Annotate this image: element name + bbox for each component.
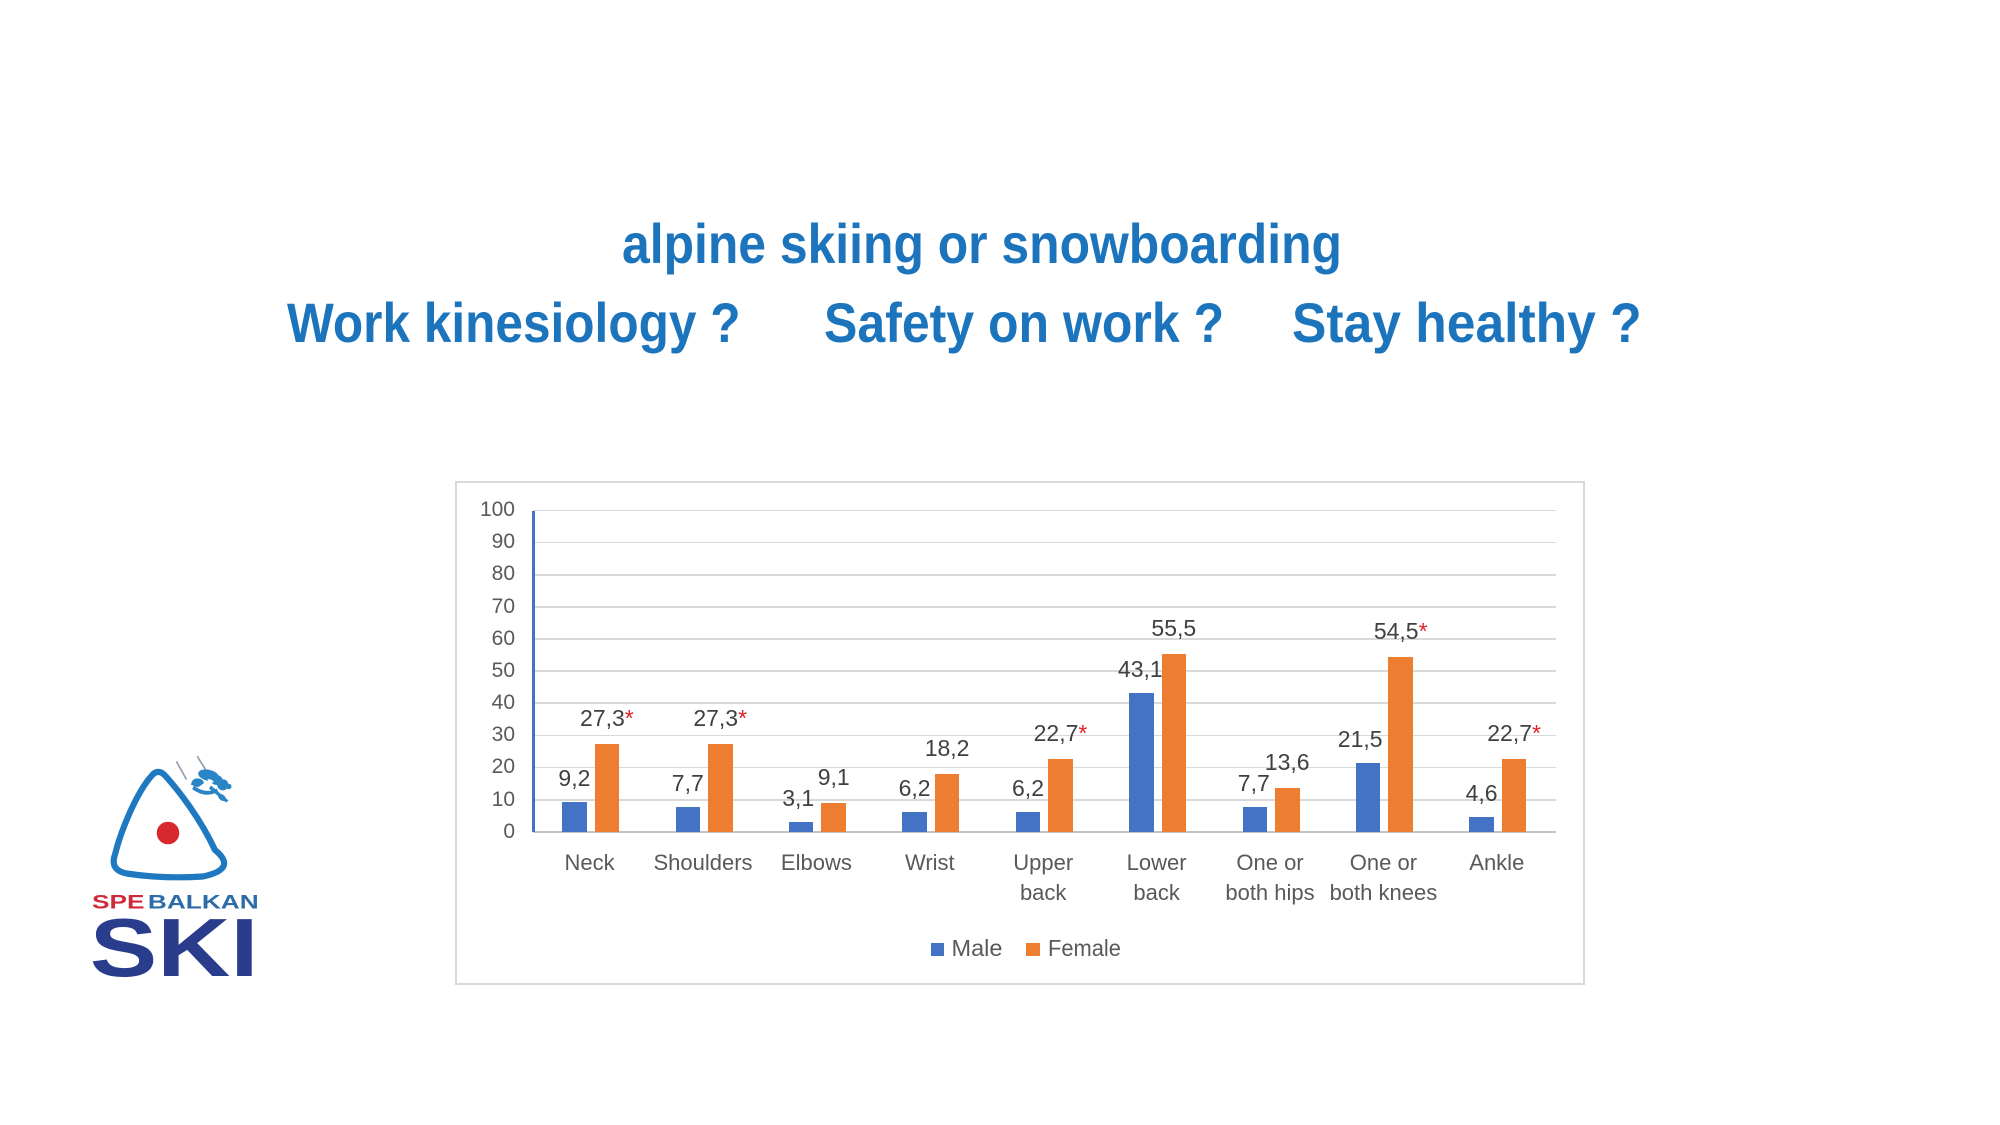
svg-text:SKI: SKI: [90, 901, 259, 994]
svg-text:SPE: SPE: [92, 891, 144, 913]
svg-text:BALKAN: BALKAN: [148, 891, 259, 913]
